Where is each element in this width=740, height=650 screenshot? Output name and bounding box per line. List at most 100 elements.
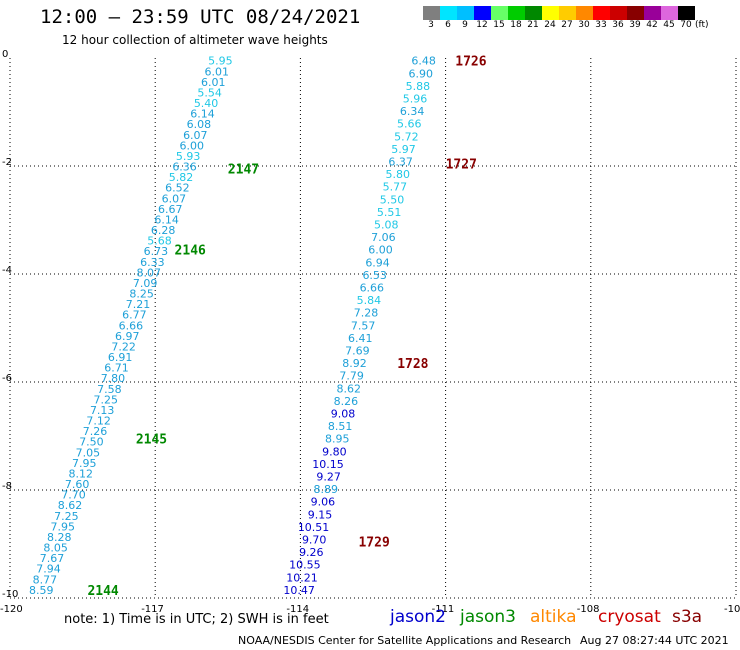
y-tick-label: -6	[2, 373, 12, 384]
swh-value-label: 7.69	[345, 345, 370, 358]
palette-swatch	[627, 6, 644, 20]
swh-value-label: 10.21	[286, 571, 318, 584]
swh-value-label: 5.51	[377, 206, 402, 219]
swh-value-label: 5.95	[208, 55, 233, 68]
swh-value-label: 8.51	[328, 420, 353, 433]
palette-swatch	[423, 6, 440, 20]
palette-label: 45	[663, 20, 675, 30]
swh-value-label: 9.27	[316, 471, 341, 484]
swh-value-label: 7.26	[83, 425, 108, 438]
legend-satellite-jason3: jason3	[460, 607, 516, 627]
palette-swatch	[678, 6, 695, 20]
palette-label: 6	[445, 20, 451, 30]
palette-label: 39	[629, 20, 641, 30]
palette-swatch	[508, 6, 525, 20]
swh-value-label: 6.53	[362, 269, 387, 282]
palette-swatch	[525, 6, 542, 20]
swh-value-label: 9.06	[311, 496, 336, 509]
y-tick-label: -8	[2, 481, 12, 492]
swh-value-label: 6.28	[151, 224, 176, 237]
palette-swatch	[559, 6, 576, 20]
swh-value-label: 7.06	[371, 231, 396, 244]
swh-value-label: 8.77	[33, 573, 58, 586]
swh-value-label: 6.07	[183, 129, 208, 142]
swh-value-label: 8.07	[137, 266, 162, 279]
y-tick-label: -2	[2, 157, 12, 168]
palette-swatch	[576, 6, 593, 20]
footer-timestamp: Aug 27 08:27:44 UTC 2021	[580, 634, 729, 647]
swh-value-label: 9.26	[299, 546, 324, 559]
swh-value-label: 5.93	[176, 150, 201, 163]
swh-value-label: 6.90	[409, 67, 434, 80]
swh-value-label: 8.62	[58, 499, 83, 512]
pass-number-label: 1726	[455, 55, 486, 70]
swh-value-label: 6.94	[365, 256, 390, 269]
swh-value-label: 10.47	[283, 584, 315, 597]
swh-value-label: 7.25	[94, 393, 119, 406]
legend-note: note: 1) Time is in UTC; 2) SWH is in fe…	[64, 612, 329, 627]
x-tick-label: -114	[286, 604, 309, 615]
swh-value-label: 6.00	[368, 244, 393, 257]
swh-value-label: 8.12	[68, 467, 93, 480]
palette-label: 24	[544, 20, 556, 30]
pass-number-label: 2147	[228, 163, 259, 178]
swh-value-label: 10.55	[289, 559, 321, 572]
palette-swatch	[661, 6, 678, 20]
x-tick-label: -10	[724, 604, 740, 615]
swh-value-label: 7.95	[51, 520, 76, 533]
swh-value-label: 6.66	[119, 319, 144, 332]
swh-value-label: 8.89	[313, 483, 338, 496]
palette-label: 70	[680, 20, 692, 30]
pass-number-label: 1727	[446, 157, 477, 172]
swh-value-label: 7.28	[354, 307, 379, 320]
swh-value-label: 9.70	[302, 534, 327, 547]
palette-label: 36	[612, 20, 624, 30]
swh-value-label: 5.77	[383, 181, 408, 194]
legend-satellite-s3a: s3a	[672, 607, 703, 627]
swh-value-label: 8.59	[29, 584, 54, 597]
palette-swatch	[542, 6, 559, 20]
swh-value-label: 6.52	[165, 182, 190, 195]
swh-value-label: 7.25	[54, 510, 79, 523]
swh-value-label: 6.41	[348, 332, 373, 345]
swh-value-label: 6.36	[172, 161, 197, 174]
swh-value-label: 8.92	[342, 357, 367, 370]
swh-value-label: 7.22	[111, 340, 136, 353]
pass-number-label: 1728	[397, 357, 428, 372]
swh-value-label: 8.95	[325, 433, 350, 446]
x-tick-label: -111	[432, 604, 455, 615]
y-tick-label: -4	[2, 265, 12, 276]
palette-swatch	[474, 6, 491, 20]
legend-satellite-jason2: jason2	[390, 607, 446, 627]
swh-value-label: 10.15	[312, 458, 344, 471]
pass-number-label: 2146	[175, 244, 206, 259]
palette-swatch	[457, 6, 474, 20]
legend-satellite-altika: altika	[530, 607, 577, 627]
swh-value-label: 6.66	[360, 282, 385, 295]
palette-unit: (ft)	[695, 20, 709, 30]
swh-value-label: 9.80	[322, 445, 347, 458]
palette-label: 33	[595, 20, 607, 30]
swh-value-label: 8.05	[43, 542, 68, 555]
palette-label: 3	[428, 20, 434, 30]
swh-value-label: 5.72	[394, 130, 419, 143]
swh-value-label: 6.01	[201, 76, 226, 89]
swh-value-label: 7.05	[76, 446, 101, 459]
swh-value-label: 6.67	[158, 203, 183, 216]
footer-credit: NOAA/NESDIS Center for Satellite Applica…	[238, 634, 572, 647]
swh-value-label: 7.50	[79, 436, 104, 449]
x-tick-label: -108	[577, 604, 600, 615]
y-tick-label: 0	[2, 49, 8, 60]
swh-value-label: 7.12	[86, 415, 111, 428]
swh-value-label: 5.88	[406, 80, 431, 93]
swh-value-label: 7.21	[126, 298, 151, 311]
palette-swatch	[610, 6, 627, 20]
palette-label: 42	[646, 20, 658, 30]
x-tick-label: -117	[141, 604, 164, 615]
swh-value-label: 5.82	[169, 171, 194, 184]
swh-value-label: 6.07	[162, 192, 187, 205]
pass-number-label: 2144	[87, 584, 118, 599]
palette-label: 18	[510, 20, 522, 30]
swh-value-label: 7.95	[72, 457, 97, 470]
